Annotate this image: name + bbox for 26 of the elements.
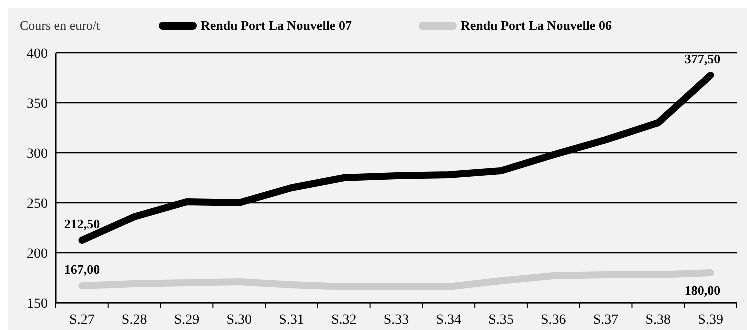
x-tick-label: S.35 bbox=[488, 313, 514, 328]
data-label: 212,50 bbox=[64, 216, 100, 232]
x-tick-label: S.27 bbox=[70, 313, 95, 328]
y-tick-label: 300 bbox=[27, 147, 48, 162]
data-label: 180,00 bbox=[684, 283, 721, 298]
y-tick-label: 150 bbox=[27, 297, 48, 312]
y-tick-label: 350 bbox=[27, 97, 48, 112]
x-tick-label: S.28 bbox=[122, 313, 148, 328]
x-tick-label: S.37 bbox=[593, 313, 619, 328]
x-tick-label: S.34 bbox=[436, 313, 462, 328]
legend-label: Rendu Port La Nouvelle 06 bbox=[461, 18, 612, 33]
legend-label: Rendu Port La Nouvelle 07 bbox=[201, 18, 352, 33]
y-tick-label: 200 bbox=[27, 247, 48, 262]
y-axis-title: Cours en euro/t bbox=[20, 18, 101, 33]
data-label: 167,00 bbox=[64, 262, 100, 277]
y-tick-label: 400 bbox=[27, 47, 48, 62]
x-tick-label: S.33 bbox=[384, 313, 410, 328]
x-tick-label: S.32 bbox=[331, 313, 357, 328]
x-tick-label: S.31 bbox=[279, 313, 304, 328]
data-label: 377,50 bbox=[684, 52, 721, 66]
x-tick-label: S.39 bbox=[698, 313, 724, 328]
y-tick-label: 250 bbox=[27, 197, 48, 212]
x-tick-label: S.30 bbox=[226, 313, 252, 328]
x-tick-label: S.36 bbox=[541, 313, 566, 328]
x-tick-label: S.29 bbox=[174, 313, 200, 328]
x-tick-label: S.38 bbox=[646, 313, 672, 328]
